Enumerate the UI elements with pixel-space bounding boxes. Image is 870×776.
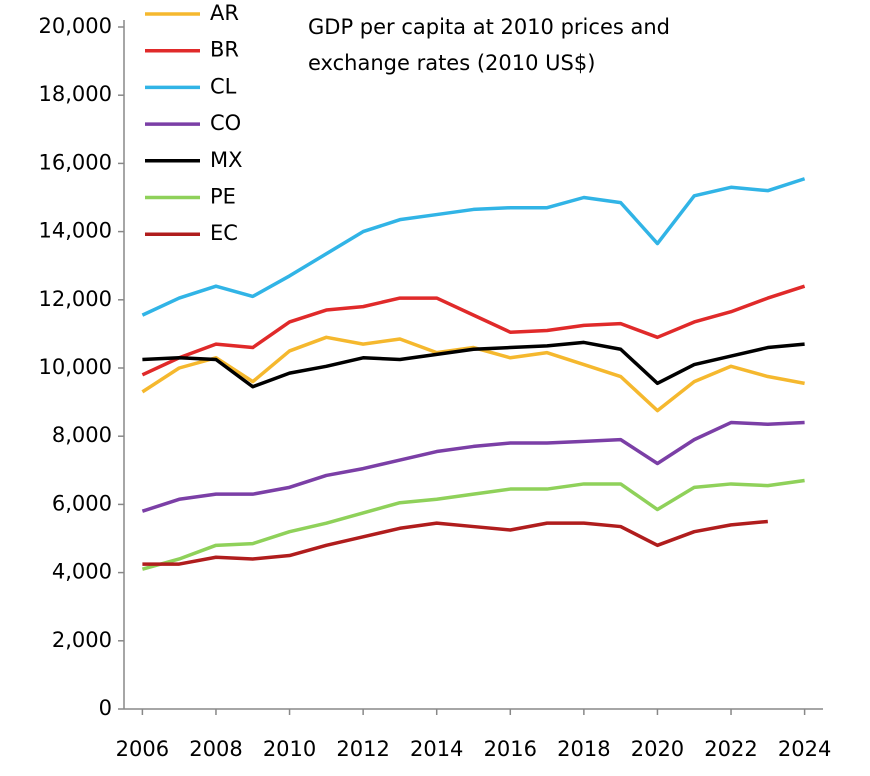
series-line [141, 177, 806, 317]
y-tick-label: 20,000 [39, 14, 112, 38]
legend-label: MX [210, 148, 243, 172]
y-tick-label: 2,000 [52, 628, 112, 652]
x-tick-label: 2014 [410, 737, 463, 761]
y-tick-label: 14,000 [39, 219, 112, 243]
x-tick-label: 2012 [336, 737, 389, 761]
y-tick-label: 10,000 [39, 355, 112, 379]
chart-title: exchange rates (2010 US$) [308, 51, 595, 75]
x-tick-label: 2022 [704, 737, 757, 761]
y-tick-label: 18,000 [39, 82, 112, 106]
x-tick-label: 2006 [116, 737, 169, 761]
x-tick-label: 2018 [557, 737, 610, 761]
legend-label: CO [210, 111, 241, 135]
x-tick-label: 2008 [189, 737, 242, 761]
legend-label: AR [210, 1, 239, 25]
x-tick-label: 2010 [263, 737, 316, 761]
y-tick-label: 6,000 [52, 491, 112, 515]
series-line [141, 284, 806, 377]
x-tick-label: 2024 [778, 737, 831, 761]
y-tick-label: 12,000 [39, 287, 112, 311]
y-tick-label: 16,000 [39, 150, 112, 174]
legend-label: EC [210, 221, 238, 245]
series-line [141, 420, 805, 513]
y-tick-label: 4,000 [52, 560, 112, 584]
series-line [142, 340, 805, 389]
y-tick-label: 0 [99, 696, 112, 720]
y-tick-label: 8,000 [52, 423, 112, 447]
legend-label: BR [210, 38, 239, 62]
series-line [141, 478, 805, 571]
x-tick-label: 2016 [484, 737, 537, 761]
x-tick-label: 2020 [631, 737, 684, 761]
legend-label: CL [210, 74, 237, 98]
legend-label: PE [210, 185, 236, 209]
series-line [142, 519, 768, 566]
chart-title: GDP per capita at 2010 prices and [308, 15, 670, 39]
